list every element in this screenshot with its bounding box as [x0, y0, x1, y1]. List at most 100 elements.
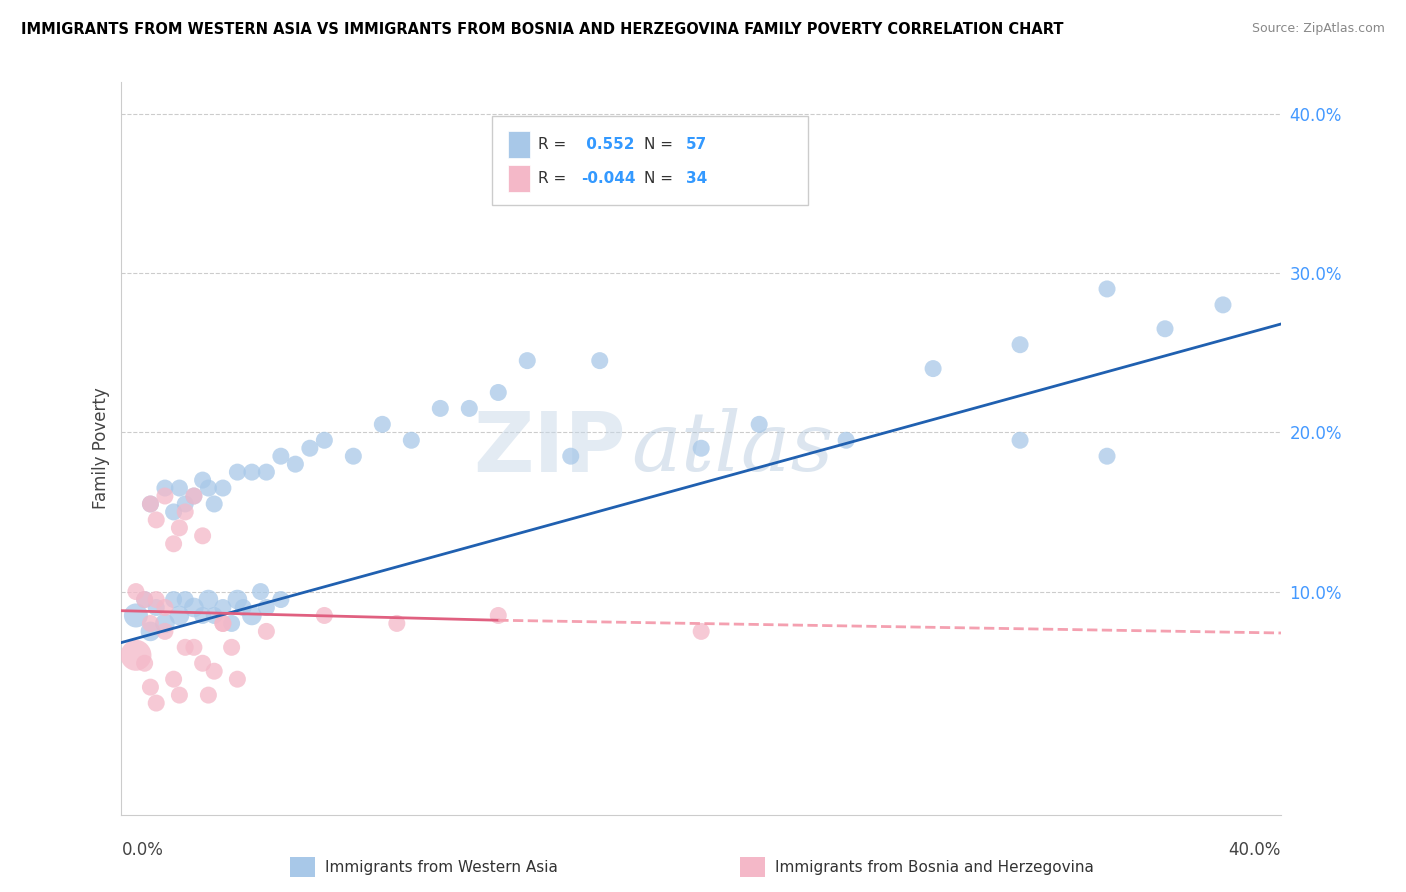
Point: [162, 672, 184, 686]
Point: [145, 696, 167, 710]
Point: [270, 449, 292, 463]
Point: [486, 385, 509, 400]
Text: R =: R =: [538, 170, 572, 186]
Point: [690, 441, 713, 455]
Point: [139, 497, 162, 511]
Text: 34: 34: [686, 170, 707, 186]
Point: [212, 481, 235, 495]
Point: [169, 481, 191, 495]
Point: [226, 592, 249, 607]
Point: [249, 584, 271, 599]
Text: R =: R =: [538, 137, 572, 152]
Point: [202, 664, 225, 678]
Point: [401, 434, 423, 448]
Point: [560, 449, 582, 463]
Point: [254, 624, 277, 639]
Point: [254, 465, 277, 479]
Point: [197, 592, 219, 607]
Point: [342, 449, 364, 463]
Point: [1095, 449, 1118, 463]
Point: [270, 592, 292, 607]
Text: 57: 57: [686, 137, 707, 152]
Text: 0.552: 0.552: [581, 137, 634, 152]
Point: [153, 616, 176, 631]
Point: [139, 616, 162, 631]
Point: [191, 657, 214, 671]
Point: [174, 505, 197, 519]
Point: [1095, 282, 1118, 296]
Point: [631, 186, 654, 201]
Point: [298, 441, 321, 455]
Point: [174, 640, 197, 655]
Point: [922, 361, 945, 376]
Point: [191, 608, 214, 623]
Point: [125, 608, 148, 623]
Point: [153, 489, 176, 503]
Point: [183, 489, 205, 503]
Point: [162, 592, 184, 607]
Point: [145, 513, 167, 527]
Point: [169, 521, 191, 535]
Text: 40.0%: 40.0%: [1229, 840, 1281, 859]
Point: [162, 505, 184, 519]
Point: [221, 640, 243, 655]
Point: [125, 584, 148, 599]
Point: [169, 608, 191, 623]
Text: atlas: atlas: [631, 409, 834, 488]
Point: [385, 616, 408, 631]
Point: [174, 592, 197, 607]
Point: [314, 608, 336, 623]
Point: [162, 537, 184, 551]
Point: [153, 481, 176, 495]
Point: [314, 434, 336, 448]
Y-axis label: Family Poverty: Family Poverty: [93, 387, 110, 509]
Point: [1154, 322, 1177, 336]
Text: ZIP: ZIP: [474, 408, 626, 489]
Text: IMMIGRANTS FROM WESTERN ASIA VS IMMIGRANTS FROM BOSNIA AND HERZEGOVINA FAMILY PO: IMMIGRANTS FROM WESTERN ASIA VS IMMIGRAN…: [21, 22, 1063, 37]
Point: [174, 497, 197, 511]
Point: [226, 465, 249, 479]
Point: [212, 616, 235, 631]
Point: [197, 688, 219, 702]
Point: [202, 608, 225, 623]
Point: [221, 616, 243, 631]
Point: [212, 616, 235, 631]
Point: [134, 592, 156, 607]
Point: [748, 417, 770, 432]
Point: [145, 600, 167, 615]
Point: [240, 608, 263, 623]
Point: [429, 401, 451, 416]
Point: [516, 353, 538, 368]
Point: [232, 600, 254, 615]
Point: [254, 600, 277, 615]
Point: [284, 457, 307, 471]
Point: [486, 608, 509, 623]
Text: Immigrants from Bosnia and Herzegovina: Immigrants from Bosnia and Herzegovina: [775, 860, 1094, 875]
Point: [1010, 337, 1032, 351]
Point: [169, 688, 191, 702]
Point: [240, 465, 263, 479]
Point: [589, 353, 612, 368]
Point: [226, 672, 249, 686]
Text: N =: N =: [644, 170, 678, 186]
Text: Immigrants from Western Asia: Immigrants from Western Asia: [325, 860, 558, 875]
Point: [690, 624, 713, 639]
Point: [191, 529, 214, 543]
Text: -0.044: -0.044: [581, 170, 636, 186]
Point: [197, 481, 219, 495]
Point: [125, 648, 148, 663]
Point: [191, 473, 214, 487]
Point: [183, 489, 205, 503]
Text: 0.0%: 0.0%: [121, 840, 163, 859]
Point: [145, 592, 167, 607]
Text: Source: ZipAtlas.com: Source: ZipAtlas.com: [1251, 22, 1385, 36]
Point: [134, 657, 156, 671]
Point: [153, 600, 176, 615]
Point: [134, 592, 156, 607]
Point: [183, 600, 205, 615]
Point: [371, 417, 394, 432]
Point: [458, 401, 481, 416]
Point: [139, 497, 162, 511]
Point: [139, 680, 162, 694]
Point: [1010, 434, 1032, 448]
